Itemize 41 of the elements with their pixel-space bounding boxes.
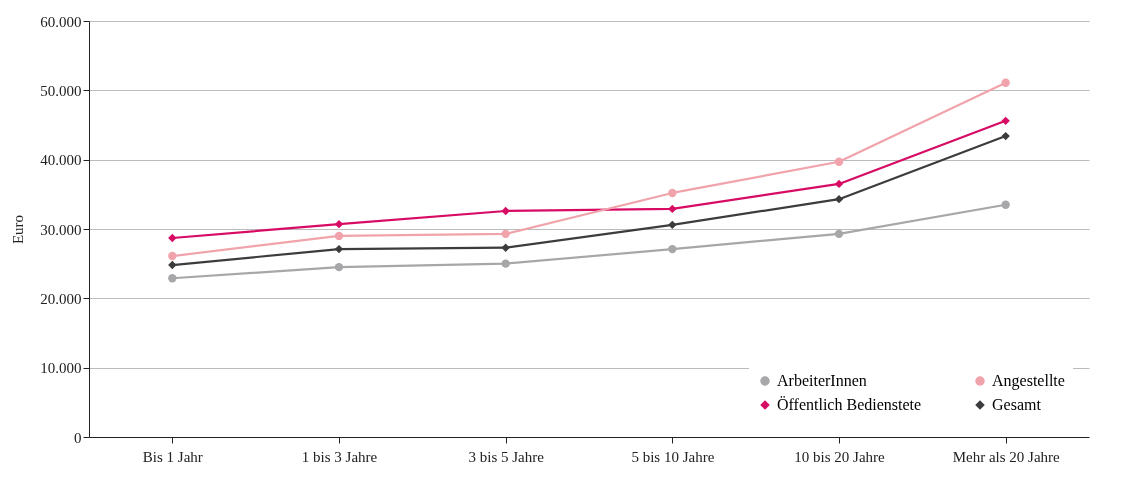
y-tick-label: 40.000 <box>40 152 82 169</box>
y-tick-label: 60.000 <box>40 13 82 30</box>
x-tick-label: 3 bis 5 Jahre <box>468 448 545 465</box>
point <box>1001 78 1010 87</box>
point <box>834 179 844 189</box>
y-tick-label: 30.000 <box>40 221 82 238</box>
point <box>1001 200 1010 209</box>
point <box>334 262 344 272</box>
legend-label: Öffentlich Bedienstete <box>777 396 922 413</box>
legend-label: Gesamt <box>992 396 1042 413</box>
legend-label: ArbeiterInnen <box>777 372 867 389</box>
point <box>334 231 344 241</box>
y-tick-label: 20.000 <box>40 290 82 307</box>
point <box>501 259 510 268</box>
point <box>668 220 677 230</box>
legend-label: Angestellte <box>992 372 1065 390</box>
point <box>834 157 844 166</box>
x-tick-label: 10 bis 20 Jahre <box>794 448 886 465</box>
y-axis-title: Euro <box>10 214 27 245</box>
point <box>668 188 677 198</box>
point <box>168 274 177 283</box>
point <box>501 229 510 239</box>
y-tick-label: 0 <box>74 429 82 446</box>
point <box>168 251 177 261</box>
y-tick-label: 50.000 <box>40 82 82 99</box>
x-tick-label: 5 bis 10 Jahre <box>631 448 715 465</box>
x-tick-label: 1 bis 3 Jahre <box>301 448 378 465</box>
point <box>168 233 177 243</box>
point <box>668 204 677 214</box>
point <box>168 260 177 270</box>
point <box>334 219 344 229</box>
point <box>668 244 677 254</box>
point <box>501 243 510 252</box>
y-tick-label: 10.000 <box>40 360 82 377</box>
point <box>1001 116 1010 126</box>
point <box>834 195 844 204</box>
point <box>834 229 844 239</box>
x-tick-label: Mehr als 20 Jahre <box>952 448 1061 465</box>
point <box>501 206 510 216</box>
x-tick-label: Bis 1 Jahr <box>142 448 203 465</box>
point <box>1001 131 1010 141</box>
